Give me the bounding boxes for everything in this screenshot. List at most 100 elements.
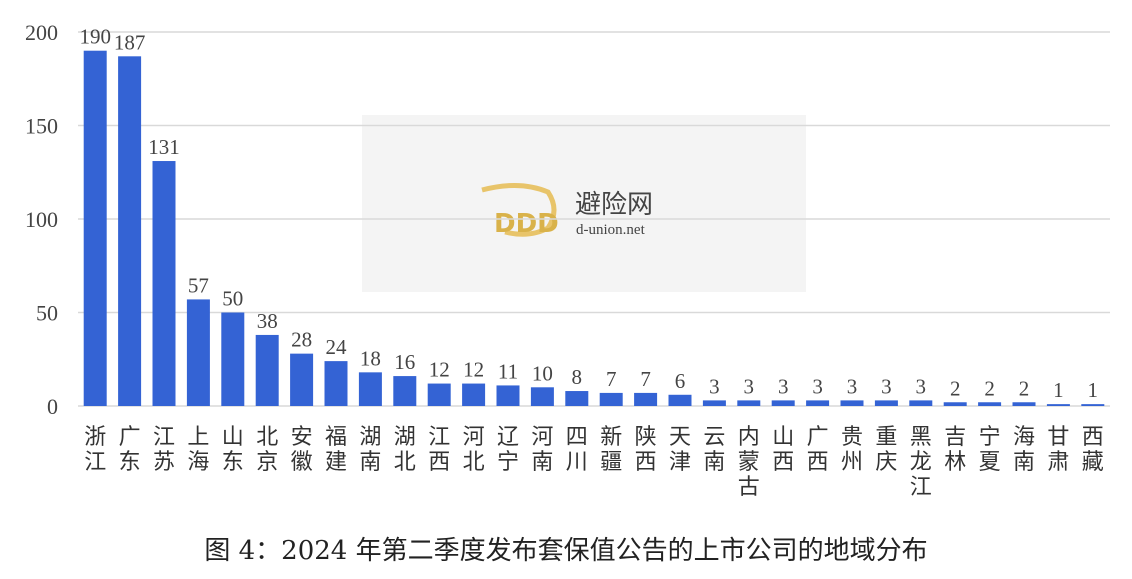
bar bbox=[943, 402, 967, 406]
bar bbox=[634, 392, 658, 406]
data-label: 3 bbox=[709, 374, 720, 398]
x-tick-label: 重庆 bbox=[875, 425, 897, 475]
bar bbox=[1081, 404, 1105, 406]
data-label: 3 bbox=[847, 374, 858, 398]
bar bbox=[462, 383, 486, 406]
x-axis: 浙江广东江苏上海山东北京安徽福建湖南湖北江西河北辽宁河南四川新疆陕西天津云南内蒙… bbox=[84, 425, 1104, 500]
data-label: 3 bbox=[881, 374, 892, 398]
data-label: 10 bbox=[532, 361, 553, 385]
watermark-background bbox=[362, 115, 806, 292]
data-label: 38 bbox=[257, 309, 278, 333]
data-label: 2 bbox=[984, 376, 995, 400]
data-label: 7 bbox=[640, 367, 651, 391]
x-tick-label: 上海 bbox=[187, 425, 209, 475]
data-label: 7 bbox=[606, 367, 617, 391]
x-tick-label: 湖南 bbox=[359, 425, 381, 475]
bar bbox=[565, 391, 589, 406]
data-label: 2 bbox=[1019, 376, 1030, 400]
bar bbox=[186, 299, 210, 406]
data-label: 11 bbox=[498, 359, 518, 383]
data-label: 12 bbox=[463, 358, 484, 382]
x-tick-label: 福建 bbox=[325, 425, 347, 475]
watermark: DDD 避险网 d-union.net bbox=[362, 115, 806, 292]
x-tick-label: 黑龙江 bbox=[910, 425, 932, 500]
bar bbox=[530, 387, 554, 406]
y-tick-label: 0 bbox=[47, 394, 58, 419]
data-label: 1 bbox=[1053, 378, 1064, 402]
data-label: 24 bbox=[326, 335, 348, 359]
bar bbox=[599, 392, 623, 406]
data-label: 3 bbox=[778, 374, 789, 398]
data-label: 2 bbox=[950, 376, 961, 400]
x-tick-label: 甘肃 bbox=[1047, 425, 1069, 475]
data-label: 3 bbox=[744, 374, 755, 398]
watermark-url: d-union.net bbox=[576, 222, 646, 238]
y-axis: 0 50 100 150 200 bbox=[25, 20, 58, 419]
data-label: 57 bbox=[188, 273, 209, 297]
x-tick-label: 新疆 bbox=[600, 425, 622, 475]
bar bbox=[840, 400, 864, 406]
x-tick-label: 贵州 bbox=[841, 425, 863, 475]
bar bbox=[1012, 402, 1036, 406]
bar bbox=[427, 383, 451, 406]
bar bbox=[324, 361, 348, 406]
bar bbox=[771, 400, 795, 406]
x-tick-label: 宁夏 bbox=[979, 425, 1001, 475]
x-tick-label: 江西 bbox=[428, 425, 450, 475]
x-tick-label: 海南 bbox=[1013, 425, 1035, 475]
bar bbox=[668, 394, 692, 406]
bar bbox=[1046, 404, 1070, 406]
bar bbox=[702, 400, 726, 406]
data-label: 3 bbox=[812, 374, 823, 398]
data-label: 28 bbox=[291, 328, 312, 352]
bar bbox=[118, 56, 142, 407]
y-tick-label: 100 bbox=[25, 207, 58, 232]
x-tick-label: 吉林 bbox=[944, 425, 966, 475]
bar bbox=[358, 372, 382, 406]
x-tick-label: 广西 bbox=[807, 425, 829, 475]
x-tick-label: 云南 bbox=[703, 425, 725, 475]
bar bbox=[83, 50, 107, 406]
x-tick-label: 山东 bbox=[222, 425, 244, 475]
bar bbox=[290, 353, 314, 406]
x-tick-label: 河北 bbox=[463, 425, 485, 475]
bar bbox=[255, 334, 279, 406]
figure-caption: 图 4：2024 年第二季度发布套保值公告的上市公司的地域分布 bbox=[204, 536, 928, 566]
bar bbox=[874, 400, 898, 406]
watermark-name: 避险网 bbox=[575, 190, 653, 219]
x-tick-label: 西藏 bbox=[1082, 425, 1104, 475]
x-tick-label: 辽宁 bbox=[497, 425, 519, 475]
x-tick-label: 北京 bbox=[256, 425, 278, 475]
x-tick-label: 浙江 bbox=[84, 425, 106, 475]
bar bbox=[496, 385, 520, 406]
data-label: 187 bbox=[114, 30, 146, 54]
data-label: 6 bbox=[675, 369, 686, 393]
data-label: 18 bbox=[360, 346, 381, 370]
x-tick-label: 江苏 bbox=[153, 425, 175, 475]
bar bbox=[806, 400, 830, 406]
x-tick-label: 湖北 bbox=[394, 425, 416, 475]
bar bbox=[978, 402, 1002, 406]
x-tick-label: 内蒙古 bbox=[738, 425, 760, 500]
bar bbox=[393, 376, 417, 406]
data-label: 3 bbox=[916, 374, 927, 398]
x-tick-label: 四川 bbox=[566, 425, 588, 475]
data-label: 190 bbox=[79, 25, 111, 49]
watermark-logo-text: DDD bbox=[494, 209, 559, 239]
x-tick-label: 陕西 bbox=[635, 425, 657, 475]
bar bbox=[221, 312, 245, 406]
x-tick-label: 广东 bbox=[119, 425, 141, 475]
bar bbox=[909, 400, 933, 406]
gridlines bbox=[78, 31, 1110, 407]
data-label: 131 bbox=[148, 135, 180, 159]
bars bbox=[83, 50, 1105, 407]
y-tick-label: 150 bbox=[25, 114, 58, 139]
data-label: 12 bbox=[429, 358, 450, 382]
bar bbox=[152, 161, 176, 406]
bar bbox=[737, 400, 761, 406]
x-tick-label: 山西 bbox=[772, 425, 794, 475]
x-tick-label: 河南 bbox=[531, 425, 553, 475]
x-tick-label: 天津 bbox=[669, 425, 691, 475]
